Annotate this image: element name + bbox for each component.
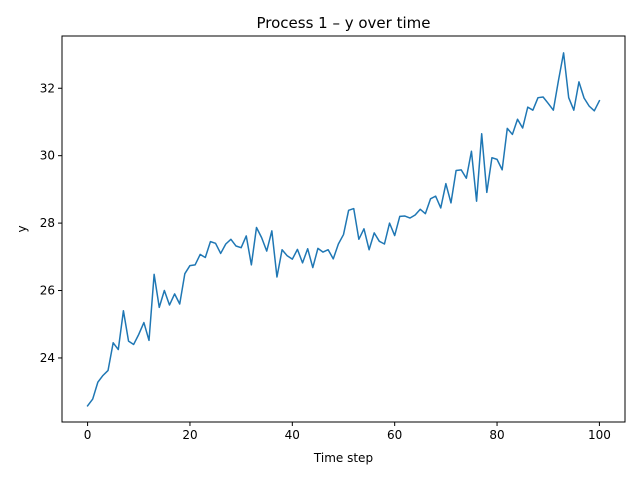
- x-tick-label: 80: [489, 428, 504, 442]
- x-tick-label: 100: [588, 428, 611, 442]
- x-tick-label: 60: [387, 428, 402, 442]
- x-axis: 0 20 40 60 80 100: [84, 422, 611, 442]
- x-tick-label: 20: [182, 428, 197, 442]
- y-tick-label: 24: [40, 351, 55, 365]
- chart-title: Process 1 – y over time: [256, 14, 430, 32]
- x-axis-title: Time step: [313, 451, 373, 465]
- y-tick-label: 30: [40, 149, 55, 163]
- axes-frame: [61, 35, 626, 423]
- plot-area: [61, 35, 626, 423]
- y-tick-label: 32: [40, 81, 55, 95]
- x-tick-label: 40: [285, 428, 300, 442]
- series-line-1: [86, 52, 601, 407]
- y-axis: 24 26 28 30 32: [40, 81, 62, 365]
- y-axis-title: y: [15, 225, 29, 232]
- series-layer: [86, 52, 601, 407]
- x-tick-label: 0: [84, 428, 92, 442]
- y-tick-label: 26: [40, 284, 55, 298]
- y-tick-label: 28: [40, 216, 55, 230]
